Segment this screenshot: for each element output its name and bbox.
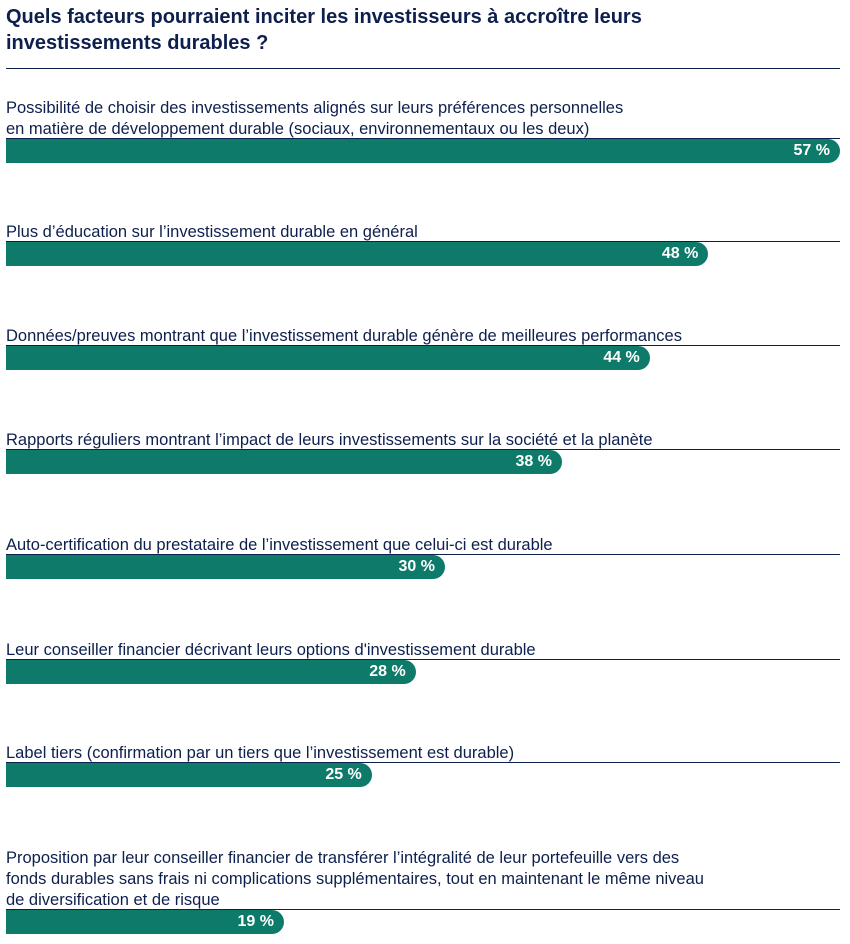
category-label: Label tiers (confirmation par un tiers q…: [6, 743, 514, 764]
row-divider: [6, 345, 840, 346]
category-label: Auto-certification du prestataire de l’i…: [6, 535, 553, 556]
category-label-line: en matière de développement durable (soc…: [6, 120, 590, 138]
bar-value-label: 25 %: [325, 766, 362, 783]
bar-value-label: 28 %: [369, 663, 406, 680]
bar: 28 %: [6, 660, 416, 684]
category-label-line: Label tiers (confirmation par un tiers q…: [6, 744, 515, 762]
chart-title-line-1: Quels facteurs pourraient inciter les in…: [6, 6, 642, 28]
row-divider: [6, 554, 840, 555]
row-divider: [6, 241, 840, 242]
category-label-line: Possibilité de choisir des investissemen…: [6, 99, 624, 117]
chart-title-line-2: investissements durables ?: [6, 32, 269, 54]
category-label: Rapports réguliers montrant l’impact de …: [6, 430, 653, 451]
bar: 30 %: [6, 555, 445, 579]
row-divider: [6, 659, 840, 660]
chart-title: Quels facteurs pourraient inciter les in…: [6, 4, 806, 56]
bar: 19 %: [6, 910, 284, 934]
row-divider: [6, 449, 840, 450]
bar-value-label: 19 %: [237, 913, 274, 930]
title-divider: [6, 68, 840, 69]
bar: 38 %: [6, 450, 562, 474]
category-label-line: Plus d’éducation sur l’investissement du…: [6, 223, 418, 241]
bar: 44 %: [6, 346, 650, 370]
bar-value-label: 30 %: [398, 558, 435, 575]
bar: 57 %: [6, 139, 840, 163]
category-label: Possibilité de choisir des investissemen…: [6, 98, 623, 140]
bar-value-label: 38 %: [515, 453, 552, 470]
category-label: Leur conseiller financier décrivant leur…: [6, 640, 536, 661]
category-label: Données/preuves montrant que l’investiss…: [6, 326, 682, 347]
category-label-line: Rapports réguliers montrant l’impact de …: [6, 431, 653, 449]
category-label-line: fonds durables sans frais ni complicatio…: [6, 870, 704, 888]
bar: 25 %: [6, 763, 372, 787]
bar-value-label: 44 %: [603, 349, 640, 366]
category-label-line: Proposition par leur conseiller financie…: [6, 849, 680, 867]
bar-value-label: 57 %: [793, 142, 830, 159]
category-label-line: Données/preuves montrant que l’investiss…: [6, 327, 682, 345]
row-divider: [6, 762, 840, 763]
category-label-line: Leur conseiller financier décrivant leur…: [6, 641, 536, 659]
category-label-line: Auto-certification du prestataire de l’i…: [6, 536, 553, 554]
row-divider: [6, 138, 840, 139]
bar-value-label: 48 %: [661, 245, 699, 262]
bar: 48 %: [6, 242, 709, 266]
row-divider: [6, 909, 840, 910]
category-label: Proposition par leur conseiller financie…: [6, 848, 704, 911]
category-label-line: de diversification et de risque: [6, 891, 220, 909]
category-label: Plus d’éducation sur l’investissement du…: [6, 222, 418, 243]
